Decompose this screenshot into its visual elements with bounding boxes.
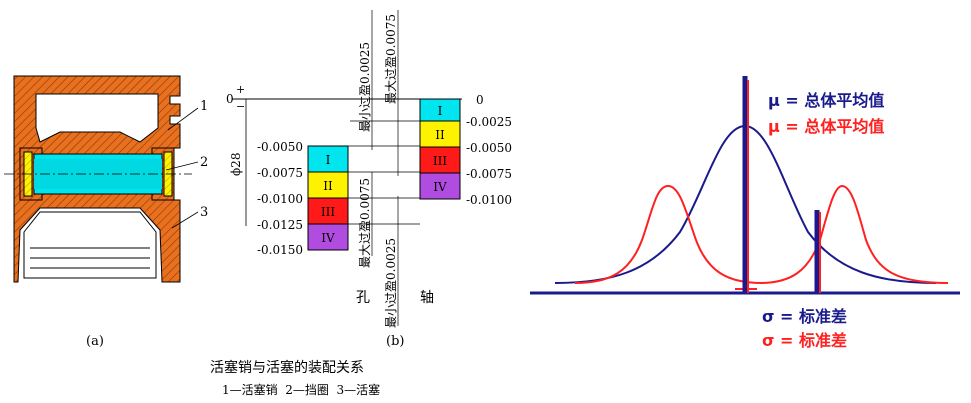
shaft-group-II — [419, 120, 461, 148]
red-distribution-curve-left — [574, 184, 763, 284]
hole-tick-1: -0.0075 — [257, 166, 303, 180]
callout-2: 2 — [200, 155, 208, 170]
hole-group-IV-label: IV — [321, 231, 335, 245]
figure-a-label: (a) — [86, 334, 104, 349]
distribution-graph: μ = 总体平均值 μ = 总体平均值 σ = 标准差 σ = 标准差 — [530, 76, 960, 350]
hole-group-III-label: III — [321, 205, 335, 219]
piston-skirt — [23, 211, 157, 279]
shaft-group-II-label: II — [435, 128, 445, 142]
min-interference-bottom: 最小过盈0.0025 — [384, 238, 398, 328]
shaft-tick-4: -0.0100 — [466, 193, 512, 207]
hole-group-IV — [307, 223, 349, 251]
zero-mark: 0 — [226, 92, 234, 106]
shaft-group-III-label: III — [433, 154, 447, 168]
hole-group-I — [307, 145, 349, 173]
shaft-group-III — [419, 146, 461, 174]
piston-cavity — [35, 93, 159, 143]
mu-label-red: μ = 总体平均值 — [768, 117, 884, 136]
shaft-tick-1: -0.0025 — [466, 115, 512, 129]
hole-group-II-label: II — [323, 179, 333, 193]
shaft-label: 轴 — [420, 290, 434, 306]
shaft-group-IV — [419, 172, 461, 200]
hole-group-II — [307, 171, 349, 199]
max-interference-top: 最大过盈0.0075 — [384, 14, 398, 104]
shaft-tick-2: -0.0050 — [466, 141, 512, 155]
diameter-label: ϕ28 — [229, 153, 243, 176]
shaft-tick-3: -0.0075 — [466, 167, 512, 181]
hole-tick-4: -0.0150 — [257, 243, 303, 257]
sigma-label-blue: σ = 标准差 — [762, 307, 847, 326]
max-interference-bottom: 最大过盈0.0075 — [358, 178, 372, 268]
shaft-group-IV-label: IV — [433, 180, 447, 194]
hole-tick-3: -0.0125 — [257, 218, 303, 232]
tolerance-diagram: 0 + − ϕ28 I II III IV -0.0050 -0.0075 -0… — [226, 10, 512, 328]
callout-1: 1 — [200, 99, 208, 114]
hole-label: 孔 — [356, 290, 370, 306]
plus-sign: + — [236, 83, 245, 96]
shaft-group-I-label: I — [438, 104, 443, 118]
shaft-tick-0: 0 — [476, 93, 484, 107]
mu-label-blue: μ = 总体平均值 — [768, 91, 884, 110]
shaft-zones: I II III IV — [419, 98, 461, 200]
min-interference-top: 最小过盈0.0025 — [358, 42, 372, 132]
figure-b-label: (b) — [386, 334, 404, 349]
piston-drawing: 1 2 3 — [4, 75, 208, 283]
minus-sign: − — [236, 100, 245, 113]
red-distribution-curve-right — [759, 184, 949, 284]
hole-tick-0: -0.0050 — [257, 140, 303, 154]
hole-group-I-label: I — [326, 153, 331, 167]
hole-zones: I II III IV — [307, 145, 349, 251]
hole-group-III — [307, 197, 349, 225]
hole-tick-2: -0.0100 — [257, 192, 303, 206]
callout-3: 3 — [200, 205, 208, 220]
caption-title: 活塞销与活塞的装配关系 — [210, 359, 364, 376]
caption-legend: 1—活塞销 2—挡圈 3—活塞 — [222, 382, 380, 397]
sigma-label-red: σ = 标准差 — [762, 331, 847, 350]
